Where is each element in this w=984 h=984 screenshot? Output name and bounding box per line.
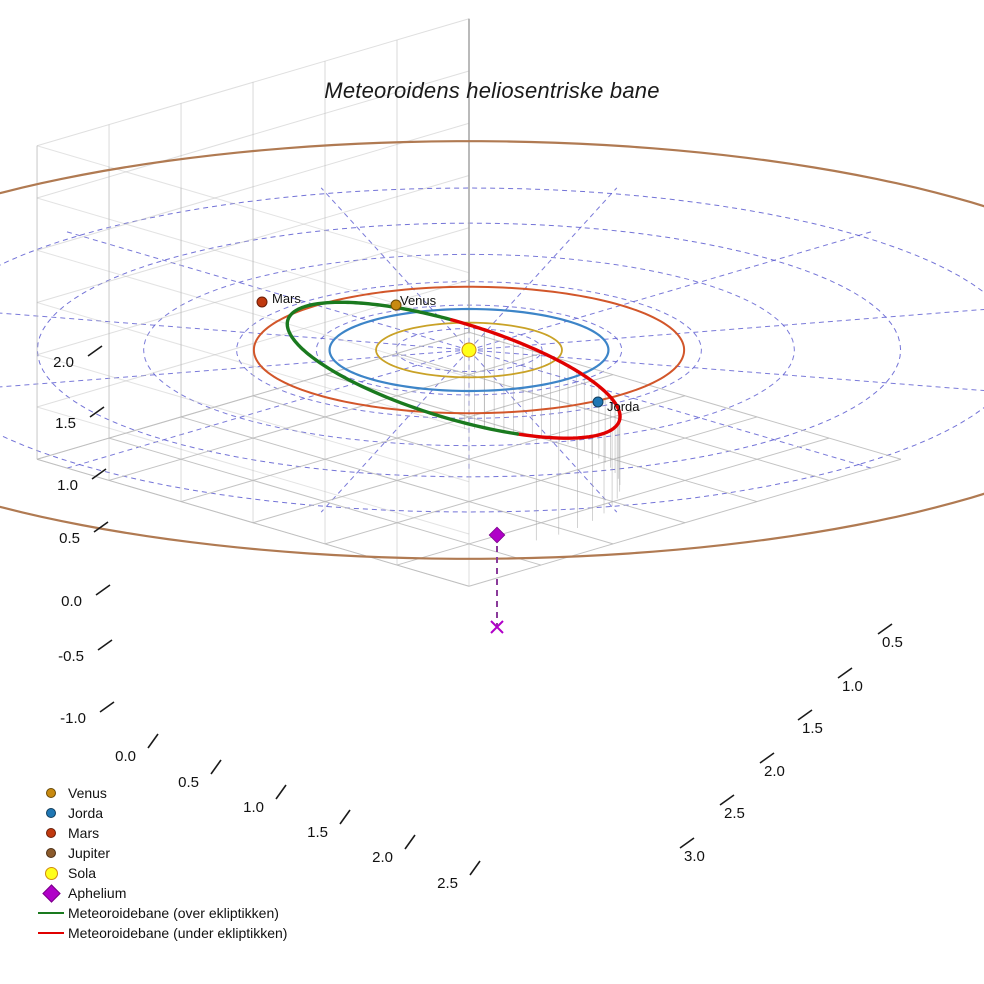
meteoroid-orbit-layer [285,300,622,634]
axis-tick-label: 0.5 [882,634,903,651]
orbit-jupiter [0,140,984,560]
legend-marker-circle [34,783,68,803]
celestial-bodies-layer [256,296,604,408]
legend: Venus Jorda Mars Jupiter Sola Aphelium Meteoro… [34,783,334,943]
legend-item-4[interactable]: Sola [34,863,334,883]
body-label-mars: Mars [272,291,301,306]
legend-circle-icon [44,866,58,880]
axis-tick-label: -1.0 [60,710,86,727]
axis-tick-label: 0.5 [178,774,199,791]
axis-tick-label: 1.0 [842,678,863,695]
legend-label: Venus [68,785,107,801]
axis-tick-label: 1.0 [243,799,264,816]
body-venus [390,299,402,311]
legend-circle-icon [46,848,56,858]
body-jorda [592,396,604,408]
legend-marker-circle [34,823,68,843]
axes-box-layer [36,18,902,587]
legend-label: Mars [68,825,100,841]
axis-tick-label: 3.0 [684,848,705,865]
legend-item-0[interactable]: Venus [34,783,334,803]
legend-item-2[interactable]: Mars [34,823,334,843]
polar-grid-layer [0,126,984,513]
legend-marker-circle [34,843,68,863]
axis-tick-label: 2.5 [437,875,458,892]
axis-tick-label: 2.0 [53,354,74,371]
axis-tick-label: 1.5 [55,415,76,432]
axis-tick-label: 1.5 [802,720,823,737]
legend-circle-icon [46,828,56,838]
axis-tick-label: -0.5 [58,648,84,665]
legend-marker-line [34,923,68,943]
legend-marker-circle [34,863,68,883]
axis-tick-label: 2.0 [764,763,785,780]
legend-diamond-icon [41,883,61,903]
axis-ticks-layer [87,345,893,876]
orbit-jorda [328,307,610,393]
axis-tick-label: 1.0 [57,477,78,494]
legend-label: Aphelium [68,885,127,901]
legend-line-icon [38,911,64,915]
legend-label: Jorda [68,805,104,821]
legend-label: Meteoroidebane (under ekliptikken) [68,925,288,941]
body-mars [256,296,268,308]
legend-item-6[interactable]: Meteoroidebane (over ekliptikken) [34,903,334,923]
axis-tick-label: 1.5 [307,824,328,841]
legend-item-5[interactable]: Aphelium [34,883,334,903]
planet-orbits-layer [0,140,984,560]
aphelium-marker [488,526,506,544]
legend-label: Sola [68,865,97,881]
legend-marker-circle [34,803,68,823]
orbit-venus [375,321,563,379]
body-sola [461,342,477,358]
legend-label: Meteoroidebane (over ekliptikken) [68,905,279,921]
legend-marker-diamond [34,883,68,903]
page-title: Meteoroidens heliosentriske bane [324,78,660,103]
aphelium-ground-marker [490,620,504,634]
legend-circle-icon [46,808,56,818]
legend-line-icon [38,931,64,935]
axis-tick-label: 0.0 [61,593,82,610]
axis-tick-label: 2.0 [372,849,393,866]
body-label-jorda: Jorda [607,399,640,414]
legend-circle-icon [46,788,56,798]
axis-tick-label: 0.5 [59,530,80,547]
legend-item-3[interactable]: Jupiter [34,843,334,863]
legend-marker-line [34,903,68,923]
projection-stems [463,323,621,541]
axis-tick-label: 2.5 [724,805,745,822]
body-label-venus: Venus [400,293,437,308]
legend-item-1[interactable]: Jorda [34,803,334,823]
legend-label: Jupiter [68,845,111,861]
axis-tick-label: 0.0 [115,748,136,765]
legend-item-7[interactable]: Meteoroidebane (under ekliptikken) [34,923,334,943]
